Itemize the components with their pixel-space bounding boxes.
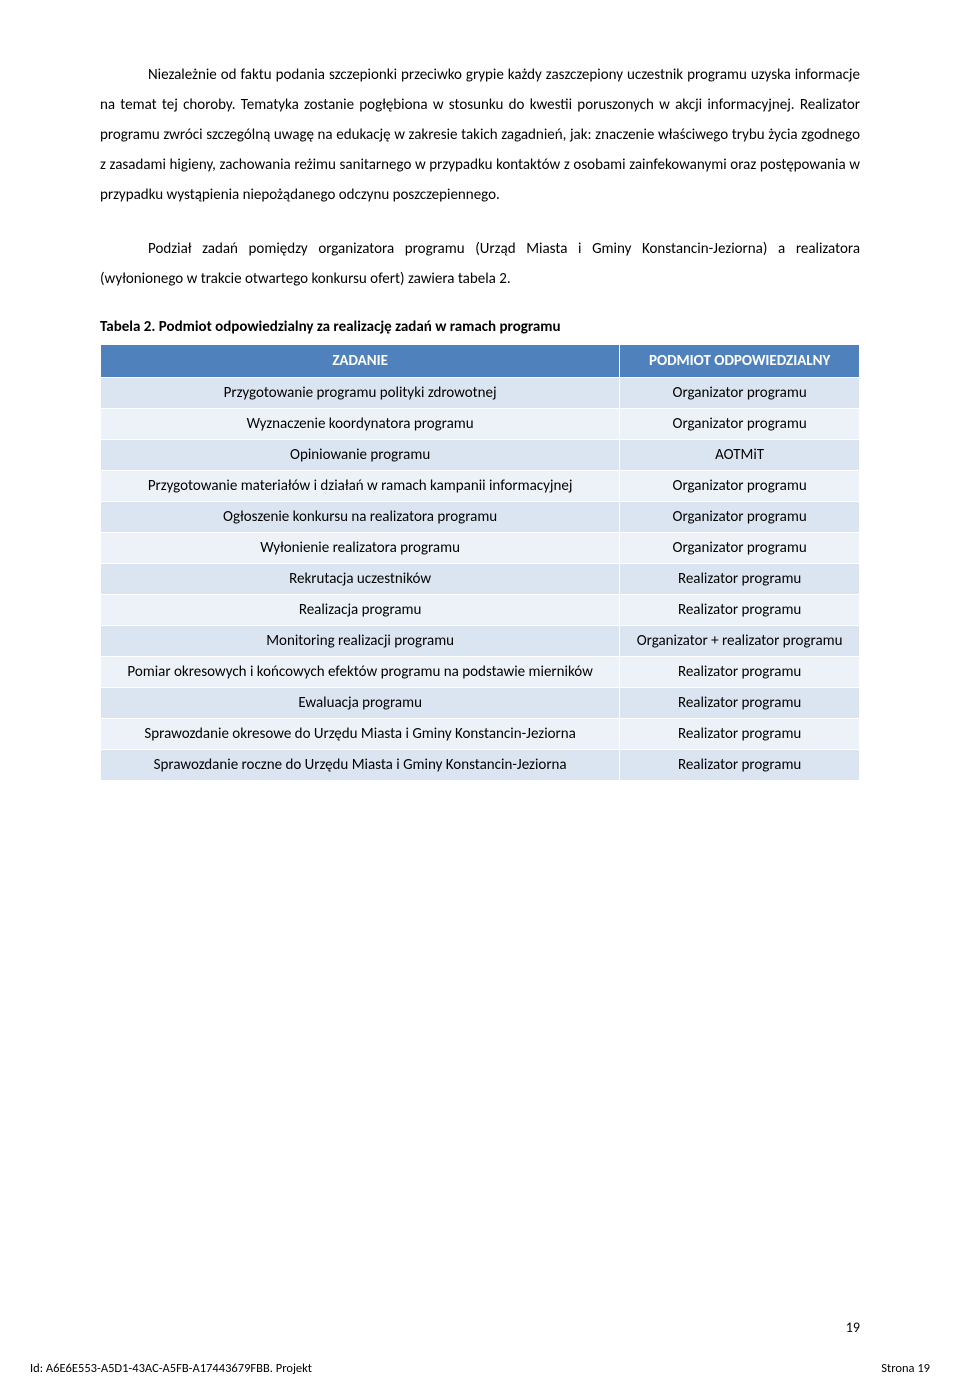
document-page: Niezależnie od faktu podania szczepionki… — [0, 0, 960, 1396]
table-row: Opiniowanie programu AOTMiT — [101, 440, 860, 471]
entity-cell: Realizator programu — [620, 657, 860, 688]
table-row: Monitoring realizacji programu Organizat… — [101, 626, 860, 657]
table-row: Przygotowanie programu polityki zdrowotn… — [101, 378, 860, 409]
table-row: Sprawozdanie roczne do Urzędu Miasta i G… — [101, 750, 860, 781]
table-row: Wyznaczenie koordynatora programu Organi… — [101, 409, 860, 440]
task-cell: Wyłonienie realizatora programu — [101, 533, 620, 564]
table-row: Ogłoszenie konkursu na realizatora progr… — [101, 502, 860, 533]
entity-cell: Realizator programu — [620, 564, 860, 595]
table-row: Rekrutacja uczestników Realizator progra… — [101, 564, 860, 595]
entity-cell: Realizator programu — [620, 595, 860, 626]
task-cell: Ewaluacja programu — [101, 688, 620, 719]
table-row: Realizacja programu Realizator programu — [101, 595, 860, 626]
table-row: Wyłonienie realizatora programu Organiza… — [101, 533, 860, 564]
task-cell: Ogłoszenie konkursu na realizatora progr… — [101, 502, 620, 533]
table-title: Tabela 2. Podmiot odpowiedzialny za real… — [100, 318, 860, 336]
entity-cell: Organizator programu — [620, 471, 860, 502]
task-cell: Przygotowanie programu polityki zdrowotn… — [101, 378, 620, 409]
task-cell: Rekrutacja uczestników — [101, 564, 620, 595]
responsibility-table: ZADANIE PODMIOT ODPOWIEDZIALNY Przygotow… — [100, 344, 860, 781]
entity-cell: Organizator programu — [620, 533, 860, 564]
task-cell: Pomiar okresowych i końcowych efektów pr… — [101, 657, 620, 688]
table-row: Pomiar okresowych i końcowych efektów pr… — [101, 657, 860, 688]
task-cell: Wyznaczenie koordynatora programu — [101, 409, 620, 440]
page-number: 19 — [846, 1319, 860, 1336]
entity-cell: Organizator programu — [620, 502, 860, 533]
table-row: Przygotowanie materiałów i działań w ram… — [101, 471, 860, 502]
task-cell: Przygotowanie materiałów i działań w ram… — [101, 471, 620, 502]
task-cell: Monitoring realizacji programu — [101, 626, 620, 657]
entity-cell: Organizator programu — [620, 378, 860, 409]
entity-cell: Organizator + realizator programu — [620, 626, 860, 657]
table-row: Sprawozdanie okresowe do Urzędu Miasta i… — [101, 719, 860, 750]
task-cell: Sprawozdanie roczne do Urzędu Miasta i G… — [101, 750, 620, 781]
table-row: Ewaluacja programu Realizator programu — [101, 688, 860, 719]
footer-id: Id: A6E6E553-A5D1-43AC-A5FB-A17443679FBB… — [30, 1361, 312, 1376]
task-cell: Opiniowanie programu — [101, 440, 620, 471]
entity-cell: Realizator programu — [620, 750, 860, 781]
task-cell: Realizacja programu — [101, 595, 620, 626]
entity-cell: AOTMiT — [620, 440, 860, 471]
paragraph-2: Podział zadań pomiędzy organizatora prog… — [100, 234, 860, 294]
task-cell: Sprawozdanie okresowe do Urzędu Miasta i… — [101, 719, 620, 750]
paragraph-1: Niezależnie od faktu podania szczepionki… — [100, 60, 860, 210]
table-header-task: ZADANIE — [101, 345, 620, 378]
entity-cell: Organizator programu — [620, 409, 860, 440]
entity-cell: Realizator programu — [620, 688, 860, 719]
footer-strona: Strona 19 — [881, 1361, 930, 1376]
table-header-row: ZADANIE PODMIOT ODPOWIEDZIALNY — [101, 345, 860, 378]
table-header-entity: PODMIOT ODPOWIEDZIALNY — [620, 345, 860, 378]
entity-cell: Realizator programu — [620, 719, 860, 750]
